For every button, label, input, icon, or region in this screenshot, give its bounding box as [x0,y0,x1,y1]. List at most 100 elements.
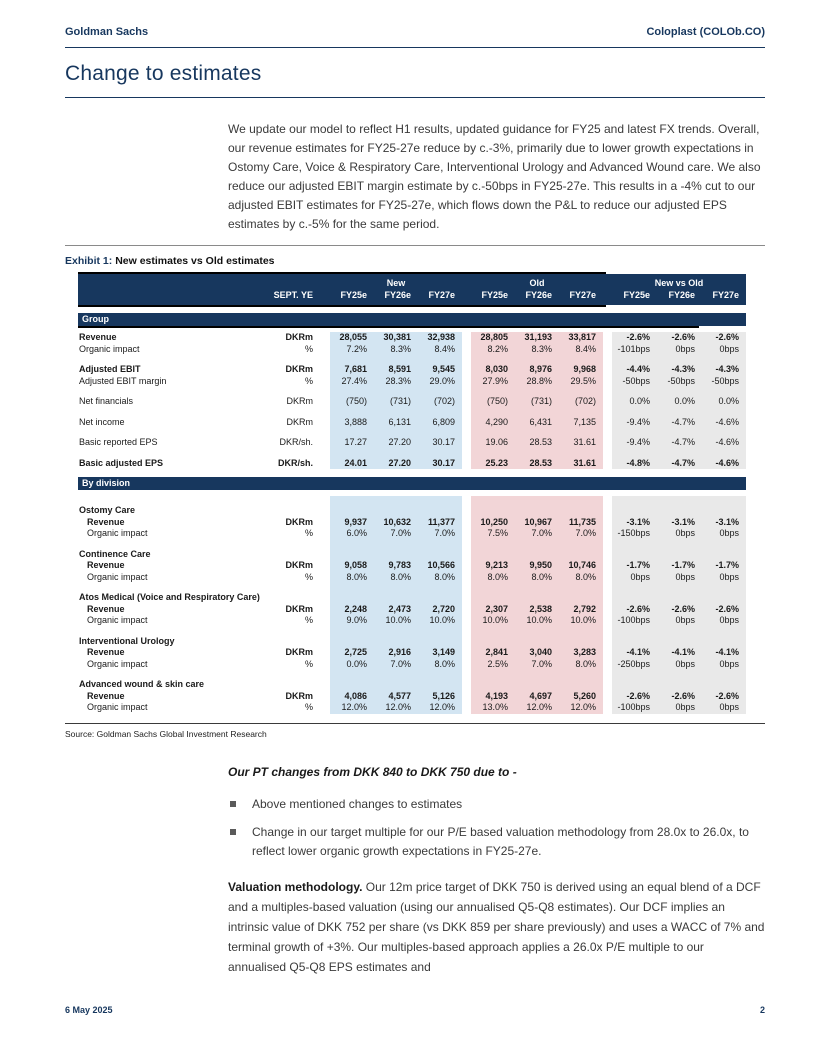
new-value-FY25e [330,448,374,458]
column-gap [603,572,612,584]
row-unit [264,428,320,437]
old-value-FY26e: 28.8% [515,375,559,387]
column-gap [603,702,612,714]
diff-value-FY26e [657,679,702,691]
row-label: Adjusted EBIT margin [79,375,167,386]
column-gap [603,560,612,572]
new-value-FY26e: 27.20 [374,437,418,449]
row-label [78,583,264,592]
new-value-FY26e: 2,916 [374,647,418,659]
new-value-FY25e [330,679,374,691]
diff-value-FY26e [657,496,702,505]
diff-value-FY26e: 0bps [657,702,702,714]
row-unit: DKRm [285,560,313,570]
new-value-FY25e: 12.0% [330,702,374,714]
diff-value-FY27e [702,505,746,517]
diff-value-FY27e: -2.6% [702,332,746,344]
diff-value-FY27e [702,387,746,396]
column-gap [462,517,471,529]
column-gap [603,540,612,549]
diff-value-FY27e: -4.6% [702,416,746,428]
col-old-fy26e: FY26e [525,290,552,300]
row-label: Revenue [87,647,125,657]
diff-value-FY27e [702,626,746,636]
old-value-FY26e: 12.0% [515,702,559,714]
spacer-row [78,428,746,437]
row-label: Advanced wound & skin care [79,679,205,689]
new-value-FY27e [418,387,462,396]
column-gap [462,376,471,388]
new-value-FY26e: 30,381 [374,332,418,344]
column-gap [603,332,612,344]
diff-value-FY25e [612,626,657,636]
old-value-FY26e: 8.3% [515,343,559,355]
table-row: Adjusted EBIT DKRm 7,681 8,591 9,545 8,030 8,9… [78,364,746,376]
row-unit: % [304,702,313,712]
old-value-FY26e [515,539,559,549]
old-value-FY26e: 2,538 [515,603,559,615]
old-value-FY26e: 10,967 [515,516,559,528]
column-gap [320,505,330,517]
old-value-FY25e: 13.0% [471,702,515,714]
column-gap [320,560,330,572]
row-unit [264,540,320,549]
old-value-FY26e: 8,976 [515,364,559,376]
new-value-FY27e [418,679,462,691]
old-value-FY25e: 8.0% [471,571,515,583]
diff-value-FY26e: 0bps [657,343,702,355]
diff-value-FY26e [657,626,702,636]
row-label: Revenue [87,516,125,527]
column-gap [462,528,471,540]
new-value-FY27e: 10,566 [418,560,462,572]
column-gap [320,592,330,604]
row-label: Revenue [87,603,125,614]
diff-value-FY25e: -101bps [612,343,657,355]
column-gap [603,458,612,470]
diff-value-FY25e: -100bps [612,702,657,714]
column-gap [320,396,330,408]
old-value-FY25e: 8,030 [471,364,515,376]
diff-value-FY25e: -50bps [612,375,657,387]
column-gap [462,364,471,376]
diff-value-FY25e [612,635,657,647]
row-unit [264,670,320,679]
spacer-row [78,355,746,364]
table-header: New Old New vs Old SEPT. YE FY25e FY26e … [78,272,746,307]
new-value-FY25e [330,496,374,505]
diff-value-FY25e: -9.4% [612,416,657,428]
row-label: Organic impact [87,571,148,582]
new-value-FY25e: 9.0% [330,615,374,627]
column-gap [320,355,330,364]
column-gap [603,592,612,604]
old-value-FY27e: 12.0% [559,702,603,714]
column-gap [320,528,330,540]
diff-value-FY27e [702,679,746,691]
old-value-FY27e [559,387,603,396]
old-value-FY25e: 10.0% [471,615,515,627]
diff-value-FY27e: 0bps [702,658,746,670]
old-value-FY26e [515,592,559,604]
column-gap [320,417,330,429]
old-value-FY27e [559,583,603,592]
diff-value-FY26e [657,670,702,679]
diff-value-FY27e [702,448,746,458]
column-gap [603,615,612,627]
diff-value-FY25e [612,496,657,505]
new-value-FY27e [418,548,462,560]
new-value-FY25e [330,592,374,604]
row-unit: DKRm [285,364,313,374]
old-value-FY26e: 8.0% [515,571,559,583]
diff-value-FY25e: -150bps [612,528,657,540]
diff-value-FY25e [612,448,657,458]
old-value-FY26e [515,496,559,505]
old-value-FY25e: 9,213 [471,560,515,572]
row-label: Net income [79,416,125,427]
old-value-FY26e [515,670,559,679]
new-value-FY25e: 28,055 [330,332,374,344]
diff-value-FY25e: -4.1% [612,647,657,659]
diff-value-FY26e: 0bps [657,571,702,583]
new-value-FY25e [330,626,374,636]
new-value-FY26e [374,670,418,679]
new-value-FY25e: 7.2% [330,343,374,355]
table-body: Group Revenue DKRm 28,055 30,381 32,938 28,805… [78,313,746,714]
